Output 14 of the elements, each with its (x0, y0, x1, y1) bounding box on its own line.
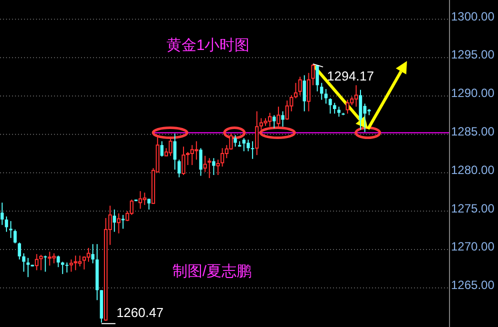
y-tick-label: 1270.00 (451, 240, 495, 254)
y-tick-label: 1300.00 (451, 9, 495, 24)
y-tick-label: 1265.00 (451, 278, 495, 292)
annotation: 制图/夏志鹏 (172, 262, 252, 280)
y-tick-label: 1285.00 (451, 124, 495, 139)
y-tick-label: 1275.00 (451, 201, 495, 216)
y-tick-label: 1290.00 (451, 86, 495, 100)
annotation: 1260.47 (116, 305, 164, 320)
annotation: 1294.17 (327, 68, 374, 84)
y-tick-label: 1295.00 (451, 48, 495, 62)
y-tick-label: 1280.00 (451, 162, 495, 177)
title: 黄金1小时图 (166, 36, 250, 54)
annotation: 1260.47 (100, 305, 164, 324)
annotation: 1294.17 (312, 63, 374, 84)
